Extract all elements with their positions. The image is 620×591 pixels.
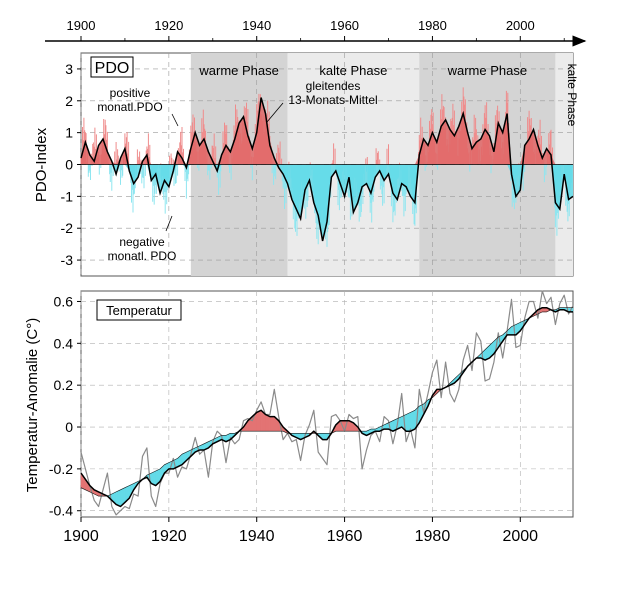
annotation-positive-line2: monatl.PDO (97, 100, 162, 114)
pdo-ytick-label-6: -3 (61, 252, 74, 268)
temperature-title-box (96, 299, 182, 321)
temp-trend-line (80, 307, 573, 497)
bottom-tick-label-1960: 1960 (327, 528, 363, 545)
pdo-ytick-label-5: -2 (61, 220, 74, 236)
pdo-ytick-label-4: -1 (61, 188, 74, 204)
temp-ytick-label-3: 0 (65, 419, 73, 435)
top-tick-label-2000: 2000 (506, 18, 535, 33)
top-tick-label-1940: 1940 (242, 18, 271, 33)
pdo-title-box (90, 56, 134, 78)
temp-ytick-label-1: 0.4 (54, 335, 74, 351)
phase-label-2: warme Phase (447, 63, 527, 78)
temp-smoothed-line (80, 306, 573, 508)
temp-deviation-segment-1955 (322, 433, 328, 440)
temp-ytick-label-5: -0.4 (49, 503, 73, 519)
temp-ytick-label-4: -0.2 (49, 461, 73, 477)
pdo-ytick-label-1: 2 (65, 93, 73, 109)
top-tick-label-1900: 1900 (67, 18, 96, 33)
pdo-ylabel: PDO-Index (33, 127, 50, 202)
annotation-negative-line1: negative (119, 235, 165, 249)
bottom-tick-label-1900: 1900 (63, 528, 99, 545)
bottom-tick-label-1980: 1980 (415, 528, 451, 545)
temp-ytick-label-2: 0.2 (54, 377, 74, 393)
top-tick-label-1980: 1980 (418, 18, 447, 33)
pdo-ytick-label-2: 1 (65, 125, 73, 141)
temperature-plot-area (80, 290, 574, 518)
pdo-ytick-label-0: 3 (65, 61, 73, 77)
bottom-tick-label-1920: 1920 (151, 528, 187, 545)
pdo-smoothed-line (80, 97, 574, 242)
pdo-positive-area (81, 97, 573, 165)
bottom-tick-label-2000: 2000 (502, 528, 538, 545)
pdo-negative-area (81, 164, 573, 241)
pdo-ytick-label-3: 0 (65, 157, 73, 173)
top-tick-label-1960: 1960 (330, 18, 359, 33)
phase-label-3: kalte Phase (565, 64, 579, 127)
annotation-positive-pointer (171, 113, 179, 127)
temperature-title: Temperatur (106, 303, 172, 318)
temp-deviation-segment-1975 (410, 409, 416, 432)
annotation-positive-line1: positive (110, 86, 151, 100)
temp-deviation-segment-1974 (405, 412, 411, 432)
temperature-ylabel: Temperatur-Anomalie (C°) (24, 318, 41, 492)
annotation-smooth-line2: 13-Monats-Mittel (288, 93, 377, 107)
annotation-negative-line2: monatl. PDO (108, 249, 177, 263)
annotation-smooth-pointer (266, 102, 284, 123)
annotation-negative-pointer (165, 215, 173, 232)
temp-deviation-segment-1943 (269, 416, 275, 432)
phase-label-0: warme Phase (198, 63, 278, 78)
pdo-title: PDO (95, 60, 130, 77)
phase-label-1: kalte Phase (319, 63, 387, 78)
annotation-smooth-line1: gleitendes (306, 79, 361, 93)
bottom-tick-label-1940: 1940 (239, 528, 275, 545)
top-tick-label-1920: 1920 (154, 18, 183, 33)
temp-ytick-label-0: 0.6 (54, 293, 74, 309)
temp-deviation-segment-1940 (256, 409, 262, 432)
